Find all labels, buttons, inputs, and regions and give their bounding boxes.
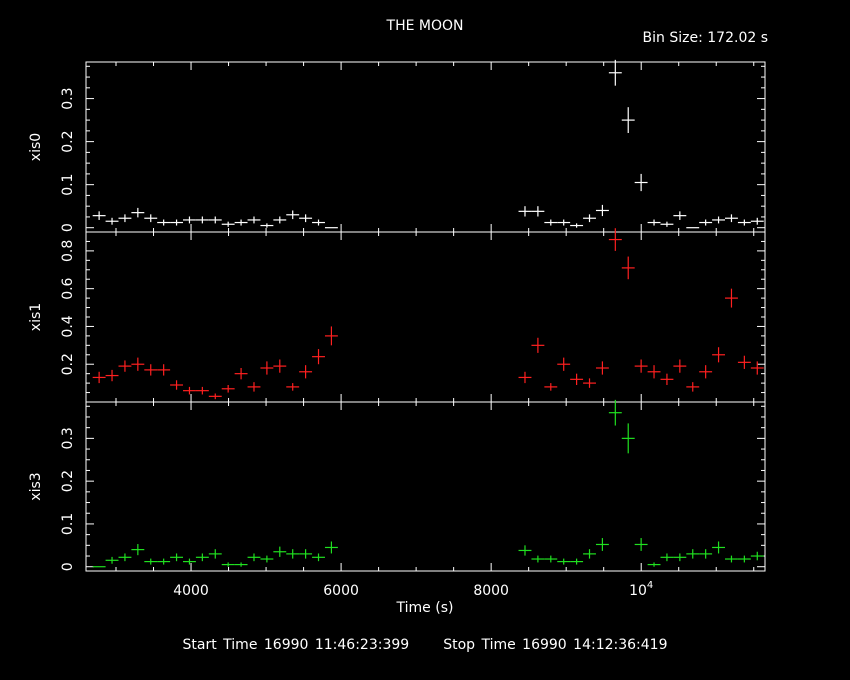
x-tick-label: 6000: [323, 583, 359, 599]
xis0-y-tick-label: 0.1: [60, 174, 76, 196]
xis3-y-tick-label: 0.2: [60, 470, 76, 492]
xis1-y-tick-label: 0.4: [60, 315, 76, 337]
xis3-y-tick-label: 0.3: [60, 427, 76, 449]
xis0-y-axis-label: xis0: [28, 133, 44, 161]
xis1-y-tick-label: 0.2: [60, 353, 76, 375]
bin-size-label: Bin Size: 172.02 s: [642, 30, 768, 46]
xis3-y-tick-label: 0: [60, 562, 76, 571]
xis0-y-tick-label: 0: [60, 223, 76, 232]
xis1-y-tick-label: 0.8: [60, 240, 76, 262]
xis1-y-tick-label: 0.6: [60, 277, 76, 299]
time-range-footer: Start Time 16990 11:46:23:399 Stop Time 1…: [0, 637, 850, 653]
xis1-y-axis-label: xis1: [28, 303, 44, 331]
x-tick-label: 8000: [473, 583, 509, 599]
xis0-y-tick-label: 0.3: [60, 87, 76, 109]
xis0-y-tick-label: 0.2: [60, 130, 76, 152]
xis3-y-axis-label: xis3: [28, 472, 44, 500]
stop-time-label: Stop Time 16990 14:12:36:419: [443, 637, 668, 653]
x-tick-label: 104: [629, 580, 653, 599]
xis3-panel-frame: [85, 401, 766, 572]
xis3-y-tick-label: 0.1: [60, 513, 76, 535]
xis1-panel-frame: [85, 231, 766, 403]
xis0-panel-frame: [85, 61, 766, 233]
start-time-label: Start Time 16990 11:46:23:399: [182, 637, 410, 653]
chart-title: THE MOON: [386, 18, 464, 34]
x-tick-label: 4000: [173, 583, 209, 599]
x-axis-label: Time (s): [396, 600, 454, 616]
